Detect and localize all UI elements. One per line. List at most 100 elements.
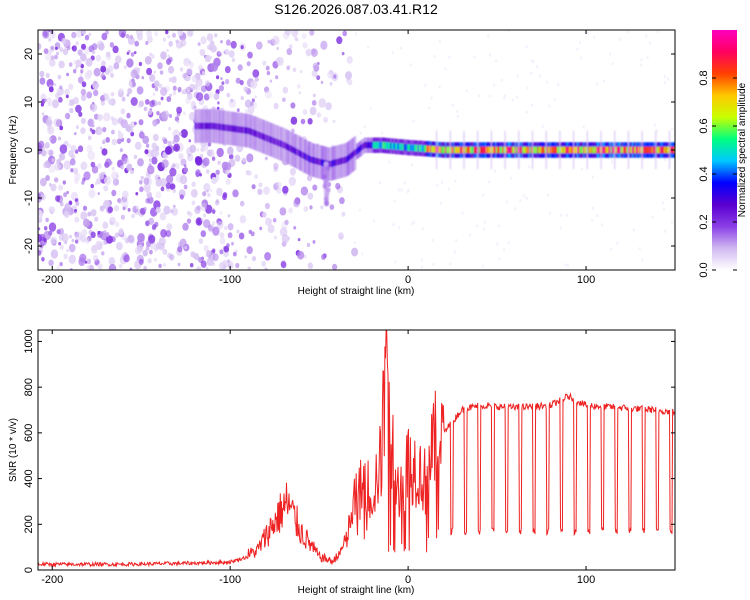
noise-blob — [206, 189, 209, 193]
noise-blob — [166, 96, 172, 103]
noise-blob — [238, 232, 245, 240]
noise-speck — [488, 180, 491, 184]
noise-blob — [129, 267, 133, 270]
noise-blob — [126, 112, 131, 119]
noise-speck — [380, 131, 384, 135]
signal-core — [342, 157, 345, 164]
signal-core — [555, 146, 558, 154]
noise-blob — [138, 61, 143, 67]
noise-blob — [219, 249, 224, 255]
noise-blob — [92, 81, 99, 90]
signal-core — [244, 127, 247, 134]
noise-blob — [312, 240, 316, 244]
signal-core — [643, 146, 646, 154]
noise-blob — [341, 211, 346, 217]
signal-core — [606, 146, 610, 154]
noise-blob — [120, 164, 124, 170]
noise-blob — [217, 101, 220, 105]
signal-core — [527, 146, 530, 154]
noise-blob — [215, 199, 219, 204]
noise-blob — [46, 149, 51, 155]
noise-blob — [183, 164, 187, 168]
noise-blob — [210, 188, 213, 192]
noise-speck — [578, 40, 582, 44]
noise-speck — [455, 238, 458, 243]
noise-blob — [115, 221, 120, 228]
signal-core — [650, 146, 653, 154]
signal-core — [295, 148, 298, 155]
snr-y-axis-label: SNR (10 * v/v) — [8, 418, 19, 482]
noise-blob — [58, 96, 63, 103]
noise-blob — [61, 37, 67, 45]
noise-speck — [483, 220, 486, 224]
noise-blob — [206, 33, 214, 42]
signal-core — [230, 125, 233, 132]
noise-blob — [183, 184, 188, 190]
noise-speck — [439, 201, 442, 205]
noise-speck — [566, 213, 569, 217]
signal-core — [588, 146, 591, 154]
noise-blob — [220, 77, 223, 81]
signal-core — [240, 126, 243, 134]
signal-core — [461, 146, 464, 154]
signal-core — [306, 154, 309, 161]
signal-core — [451, 146, 454, 154]
noise-speck — [369, 106, 372, 111]
noise-blob — [120, 156, 128, 165]
noise-blob — [333, 74, 337, 79]
noise-blob — [65, 112, 71, 120]
noise-blob — [44, 142, 50, 149]
signal-core — [578, 146, 581, 154]
signal-core — [442, 146, 445, 154]
noise-speck — [498, 257, 501, 261]
noise-blob — [65, 94, 69, 99]
noise-blob — [125, 124, 131, 132]
noise-speck — [359, 131, 362, 135]
noise-blob — [75, 231, 83, 241]
signal-core — [625, 146, 628, 154]
noise-blob — [105, 96, 111, 103]
noise-speck — [649, 41, 652, 45]
signal-core — [327, 161, 331, 168]
signal-core — [280, 140, 283, 148]
noise-blob — [172, 85, 177, 91]
noise-blob — [220, 40, 223, 44]
signal-core — [307, 155, 311, 162]
signal-core — [347, 154, 350, 162]
x-tick-label: -100 — [219, 274, 241, 286]
noise-speck — [526, 86, 529, 90]
noise-speck — [481, 264, 484, 268]
noise-blob — [254, 174, 258, 179]
noise-blob — [80, 127, 86, 134]
noise-blob — [91, 129, 96, 135]
noise-blob — [160, 96, 164, 101]
noise-blob — [78, 111, 83, 117]
signal-core — [537, 146, 540, 154]
noise-blob — [185, 97, 191, 105]
signal-core — [312, 157, 316, 164]
signal-core — [441, 146, 444, 154]
signal-core — [596, 146, 600, 154]
signal-core — [273, 137, 276, 145]
noise-blob — [288, 44, 293, 49]
signal-core — [567, 146, 570, 154]
noise-blob — [80, 69, 84, 74]
noise-blob — [168, 40, 173, 47]
signal-core — [593, 146, 596, 154]
signal-core — [426, 145, 429, 153]
noise-blob — [92, 254, 99, 263]
noise-blob — [80, 53, 87, 62]
noise-blob — [246, 246, 253, 255]
noise-speck — [441, 180, 444, 184]
noise-blob — [232, 251, 237, 257]
noise-blob — [105, 51, 111, 58]
noise-speck — [596, 214, 599, 218]
noise-blob — [55, 92, 61, 99]
noise-blob — [126, 138, 131, 144]
noise-speck — [559, 226, 562, 230]
signal-core — [270, 136, 273, 144]
signal-core — [329, 160, 332, 168]
noise-blob — [149, 74, 156, 82]
noise-blob — [225, 78, 230, 85]
signal-core — [199, 122, 202, 130]
